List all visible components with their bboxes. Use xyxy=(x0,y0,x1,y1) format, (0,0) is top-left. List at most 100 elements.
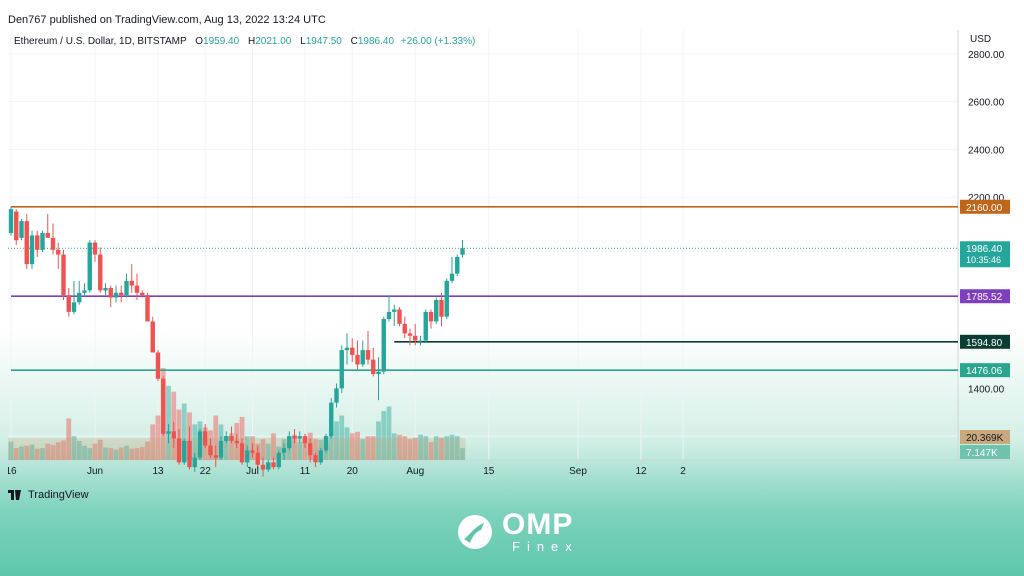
volume-bar xyxy=(45,443,51,460)
volume-bar xyxy=(286,442,292,460)
omp-brand-sub: Finex xyxy=(512,539,579,554)
candle-body xyxy=(376,371,381,374)
volume-bar xyxy=(365,436,371,460)
candle-body xyxy=(140,292,145,296)
candle-body xyxy=(203,431,208,446)
volume-bar xyxy=(292,434,297,460)
candle-body xyxy=(187,440,192,468)
volume-bar xyxy=(150,424,156,460)
candle-body xyxy=(213,455,218,458)
candle-body xyxy=(250,450,255,453)
candle-body xyxy=(119,292,124,296)
candle-body xyxy=(439,299,444,317)
volume-bar xyxy=(412,437,418,460)
candle-body xyxy=(50,237,56,250)
candle-body xyxy=(161,378,166,434)
volume-bar xyxy=(139,446,145,460)
x-tick-label: Jun xyxy=(87,466,103,477)
x-tick-label: 16 xyxy=(8,466,17,477)
candle-body xyxy=(434,299,439,322)
volume-bar xyxy=(391,433,397,460)
candlestick-chart[interactable]: USD 2800.00 2600.00 2400.00 2200.00 1400.00 12… xyxy=(8,30,1014,482)
volume-bar xyxy=(376,421,381,460)
volume-bar xyxy=(13,448,19,460)
volume-bar xyxy=(271,433,276,460)
legend-low-label: L xyxy=(300,36,306,47)
volume-bar xyxy=(82,445,87,460)
volume-bar xyxy=(449,434,455,460)
volume-bar xyxy=(55,442,61,460)
publisher-note: Den767 published on TradingView.com, Aug… xyxy=(8,14,326,26)
volume-bar xyxy=(166,385,171,460)
candle-body xyxy=(255,452,260,465)
candle-body xyxy=(334,388,339,403)
volume-bar xyxy=(118,447,124,460)
legend-symbol: Ethereum / U.S. Dollar, 1D, BITSTAMP xyxy=(14,36,187,47)
x-tick-label: Aug xyxy=(406,466,424,477)
level-badge-label: 1594.80 xyxy=(966,338,1003,349)
candle-body xyxy=(224,436,229,441)
volume-badge xyxy=(960,430,1010,444)
volume-bar xyxy=(239,416,245,460)
candle-body xyxy=(29,235,35,265)
candle-body xyxy=(302,436,308,444)
candle-body xyxy=(134,285,140,293)
candle-body xyxy=(8,209,14,234)
candle-body xyxy=(392,309,397,312)
volume-bar xyxy=(76,441,82,460)
legend-open-label: O xyxy=(195,36,204,47)
last-price-badge xyxy=(960,241,1010,268)
level-badge xyxy=(960,289,1010,304)
volume-bar xyxy=(61,440,66,460)
candle-body xyxy=(166,431,171,434)
candle-body xyxy=(229,436,234,441)
candle-body xyxy=(145,295,150,322)
volume-bar xyxy=(313,439,318,460)
volume-bar xyxy=(349,433,355,460)
volume-bar xyxy=(155,415,161,460)
y-tick-label: 2400.00 xyxy=(968,145,1005,156)
candle-body xyxy=(271,462,276,468)
y-tick-label: 2800.00 xyxy=(968,50,1005,61)
chart-area[interactable]: USD 2800.00 2600.00 2400.00 2200.00 1400.00 12… xyxy=(8,30,1014,482)
candle-body xyxy=(449,273,455,281)
volume-bar xyxy=(66,418,72,460)
legend-close: 1986.40 xyxy=(357,36,395,47)
x-tick-label: 11 xyxy=(300,466,311,477)
volume-bar xyxy=(8,441,14,460)
x-tick-label: 20 xyxy=(347,466,359,477)
x-tick-label: 22 xyxy=(200,466,212,477)
volume-bar xyxy=(439,437,444,460)
candle-body xyxy=(66,295,71,312)
candle-body xyxy=(239,443,245,463)
volume-bar xyxy=(460,448,465,460)
candle-body xyxy=(56,249,61,255)
candle-body xyxy=(71,302,77,312)
volume-bar xyxy=(29,444,35,460)
candle-body xyxy=(444,280,449,317)
volume-bar xyxy=(265,443,271,460)
x-tick-label: 12 xyxy=(635,466,647,477)
candle-body xyxy=(455,256,460,274)
volume-bar xyxy=(87,448,93,460)
volume-bar xyxy=(370,436,376,460)
x-tick-label: 13 xyxy=(152,466,164,477)
volume-badge-label: 20.369K xyxy=(966,433,1004,444)
y-tick-label: 2200.00 xyxy=(968,193,1005,204)
candle-body xyxy=(197,431,203,458)
candle-body xyxy=(313,455,318,463)
legend-change: +26.00 (+1.33%) xyxy=(400,36,476,47)
candle-body xyxy=(171,431,176,439)
volume-bar xyxy=(297,442,303,460)
candle-body xyxy=(19,221,24,238)
volume-bar xyxy=(302,439,308,460)
omp-logo-icon xyxy=(458,514,492,549)
candle-body xyxy=(108,288,113,298)
tradingview-logo[interactable]: TradingView xyxy=(8,489,89,501)
level-badge-label: 1476.06 xyxy=(966,366,1003,377)
volume-bar xyxy=(260,439,266,460)
volume-bar xyxy=(386,406,392,460)
volume-bar xyxy=(181,403,187,460)
candle-body xyxy=(218,440,224,458)
candle-body xyxy=(413,335,418,341)
